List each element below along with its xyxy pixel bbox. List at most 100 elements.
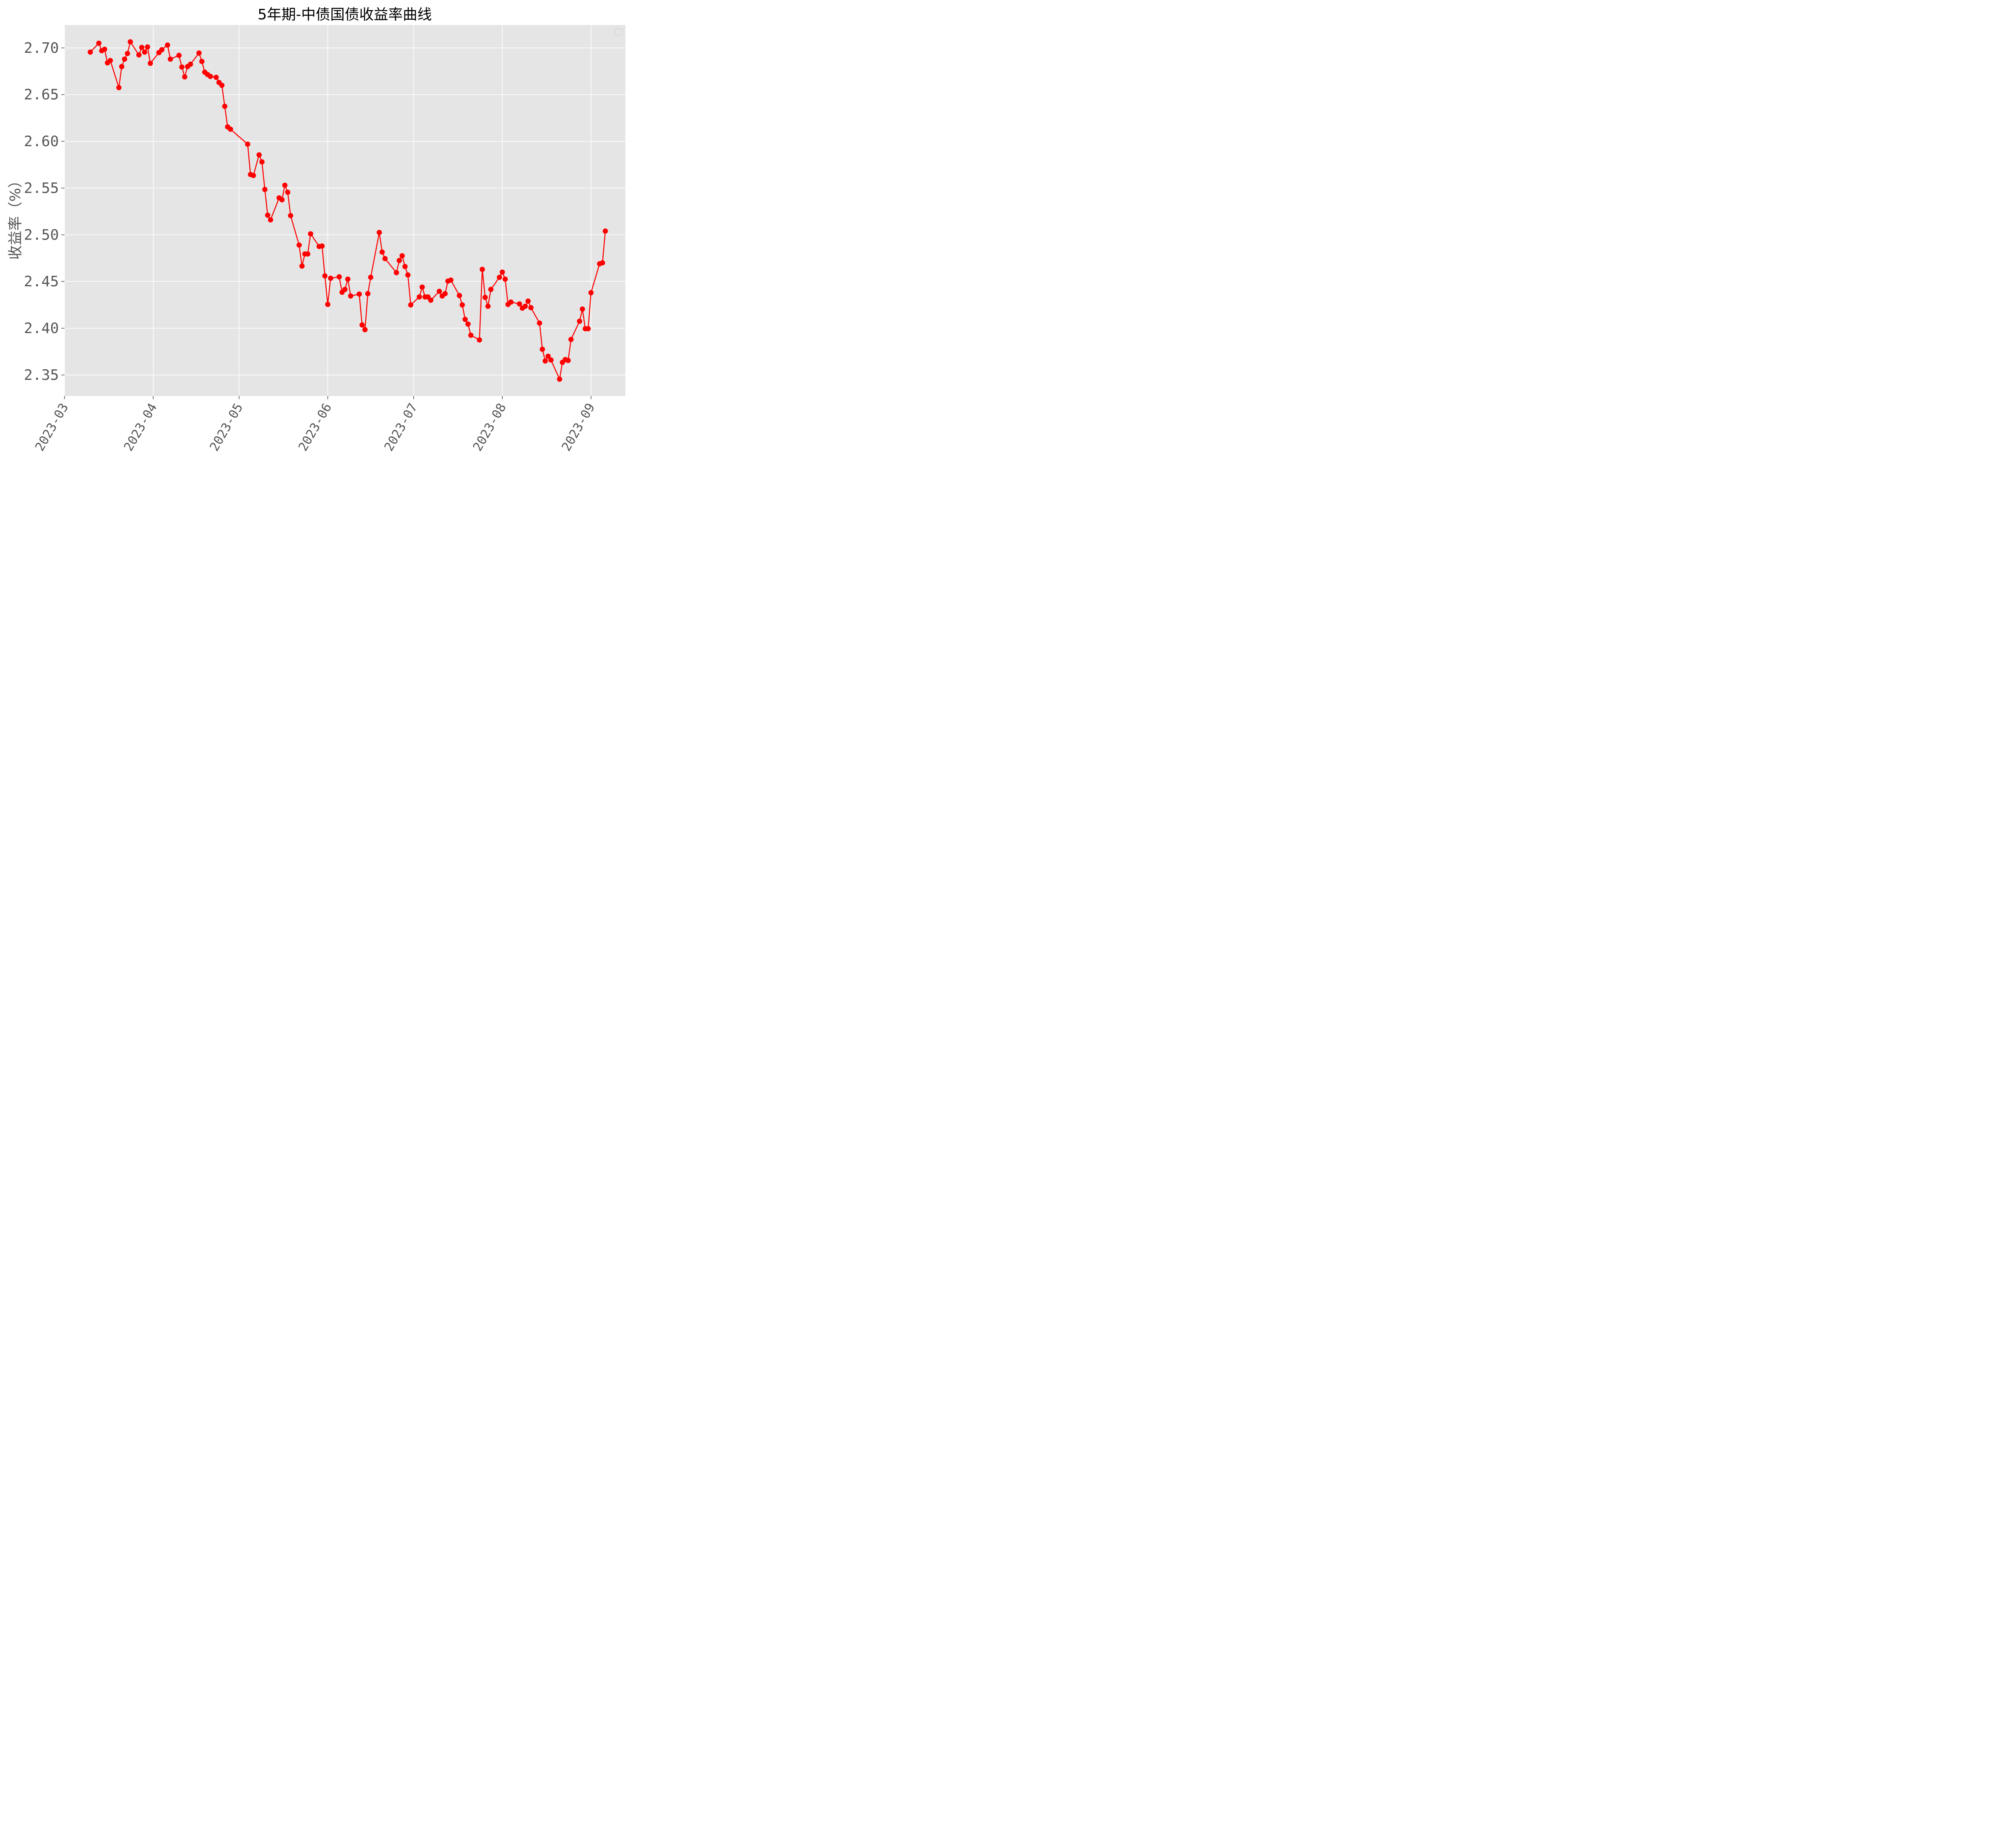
data-point: [165, 42, 170, 48]
data-point: [159, 47, 165, 52]
data-point: [279, 197, 285, 202]
data-point: [442, 291, 448, 296]
x-tick-label: 2023-04: [121, 401, 160, 454]
data-point: [602, 228, 608, 234]
data-point: [368, 275, 373, 280]
y-ticks: 2.35 2.40 2.45 2.50 2.55 2.60 2.65 2.70: [24, 40, 65, 383]
data-point: [187, 61, 193, 67]
legend-box: [614, 28, 623, 35]
data-point: [145, 44, 150, 50]
data-point: [545, 354, 551, 359]
data-point: [259, 159, 265, 165]
data-point: [176, 52, 182, 58]
data-point: [319, 243, 325, 249]
data-point: [127, 39, 133, 45]
data-point: [557, 376, 562, 382]
data-point: [460, 302, 465, 308]
data-point: [102, 46, 107, 52]
data-point: [250, 173, 256, 178]
y-tick-label: 2.55: [24, 180, 59, 196]
data-point: [148, 60, 153, 66]
data-point: [488, 287, 494, 292]
data-point: [256, 152, 262, 158]
data-point: [382, 256, 388, 261]
data-point: [462, 317, 468, 322]
data-point: [139, 45, 145, 50]
data-point: [245, 142, 250, 147]
y-gridlines: [65, 47, 625, 375]
data-point: [322, 273, 328, 279]
data-point: [537, 320, 542, 326]
data-point: [222, 104, 227, 109]
data-point: [219, 83, 225, 88]
y-tick-label: 2.65: [24, 87, 59, 103]
data-point: [482, 295, 488, 300]
series-points: [87, 39, 608, 382]
data-point: [336, 274, 342, 279]
data-point: [108, 58, 113, 63]
data-point: [588, 290, 594, 296]
data-point: [548, 357, 554, 363]
y-tick-label: 2.70: [24, 40, 59, 56]
data-point: [528, 305, 534, 310]
data-point: [228, 126, 233, 132]
y-axis-label: 收益率（%）: [7, 173, 24, 260]
data-point: [568, 337, 574, 342]
x-tick-label: 2023-08: [470, 401, 509, 454]
y-tick-label: 2.60: [24, 133, 59, 150]
data-point: [288, 213, 294, 219]
data-point: [399, 253, 405, 258]
data-point: [577, 319, 582, 324]
data-point: [516, 301, 522, 307]
data-point: [296, 242, 302, 248]
x-tick-label: 2023-09: [559, 401, 598, 454]
data-point: [325, 302, 331, 307]
data-point: [477, 337, 482, 343]
data-point: [199, 58, 205, 64]
data-point: [87, 49, 93, 55]
data-point: [285, 190, 291, 195]
data-point: [142, 49, 148, 55]
data-point: [465, 321, 471, 327]
data-point: [485, 304, 491, 309]
x-tick-label: 2023-03: [32, 401, 71, 454]
data-point: [417, 294, 422, 300]
data-point: [394, 270, 399, 275]
data-point: [419, 284, 425, 290]
data-point: [345, 276, 351, 282]
data-point: [265, 213, 271, 218]
data-point: [379, 249, 385, 255]
data-point: [348, 293, 354, 299]
data-point: [542, 358, 548, 364]
data-point: [362, 327, 368, 332]
x-tick-label: 2023-07: [381, 401, 421, 454]
data-point: [282, 182, 287, 188]
data-point: [96, 40, 102, 46]
x-tick-label: 2023-05: [207, 401, 246, 454]
data-point: [448, 277, 454, 283]
data-point: [377, 230, 382, 235]
data-point: [600, 260, 605, 266]
x-ticks: 2023-03 2023-04 2023-05 2023-06 2023-07 2023-…: [32, 396, 598, 454]
y-tick-label: 2.40: [24, 320, 59, 337]
chart-title: 5年期-中债国债收益率曲线: [258, 6, 432, 23]
data-point: [125, 51, 130, 56]
data-point: [359, 322, 365, 328]
data-point: [365, 291, 371, 296]
data-point: [585, 326, 591, 331]
plot-background: [65, 25, 625, 396]
data-point: [497, 275, 502, 280]
data-point: [262, 187, 268, 192]
data-point: [328, 275, 333, 281]
data-point: [565, 358, 571, 363]
data-point: [523, 304, 528, 309]
data-point: [502, 276, 508, 282]
y-tick-label: 2.50: [24, 227, 59, 243]
data-point: [182, 74, 187, 80]
data-point: [456, 293, 462, 298]
data-point: [405, 272, 411, 278]
data-point: [479, 267, 485, 272]
data-point: [305, 251, 310, 257]
y-tick-label: 2.35: [24, 367, 59, 383]
data-point: [213, 75, 219, 80]
